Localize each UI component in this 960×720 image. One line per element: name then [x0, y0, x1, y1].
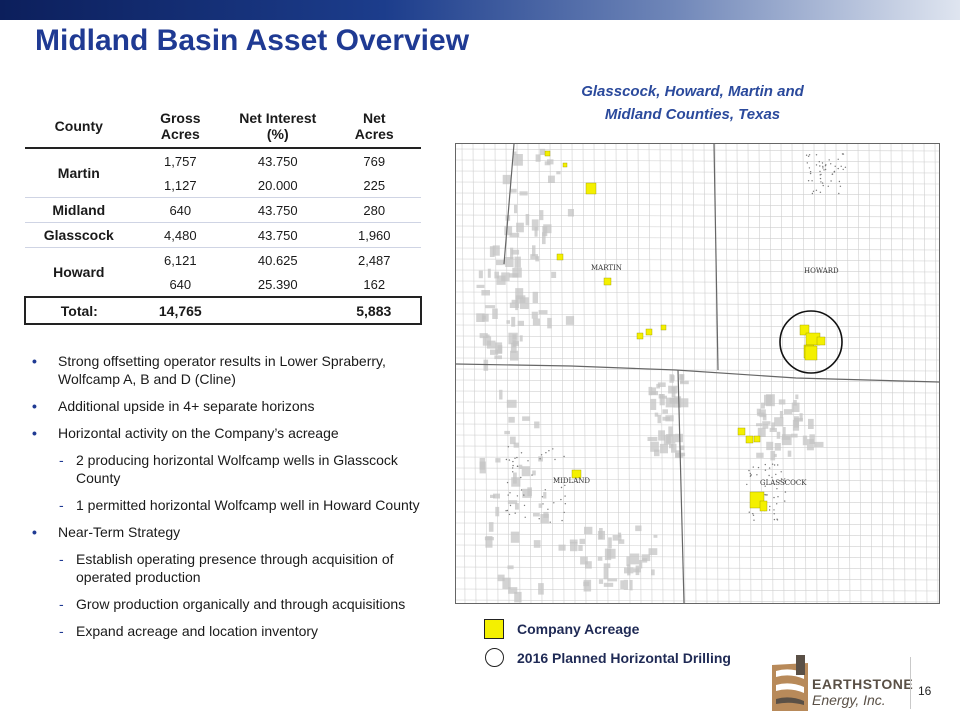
- bullet-text: Horizontal activity on the Company’s acr…: [58, 425, 339, 441]
- bullet-text: Additional upside in 4+ separate horizon…: [58, 398, 315, 414]
- bullet-item: • Additional upside in 4+ separate horizo…: [32, 398, 315, 414]
- table-row: Martin 1,757 43.750 769: [25, 148, 421, 182]
- label-midland: MIDLAND: [553, 477, 590, 485]
- interest-cell: 20.000: [257, 177, 298, 193]
- table-row: 640 25.390 162: [25, 272, 421, 297]
- interest-cell: 43.750: [257, 153, 298, 169]
- acreage-block: [556, 253, 564, 261]
- map-title-line2: Midland Counties, Texas: [604, 106, 781, 123]
- bullet-text: Near-Term Strategy: [58, 524, 181, 540]
- total-label: Total:: [24, 296, 133, 325]
- sub-bullet-item: -1 permitted horizontal Wolfcamp well in…: [59, 497, 420, 513]
- sub-bullet-item: - Expand acreage and location inventory: [59, 623, 319, 639]
- acreage-block: [804, 345, 818, 361]
- interest-cell: 43.750: [228, 197, 328, 223]
- acreage-block: [737, 427, 746, 436]
- bullet-item: • Near-Term Strategy: [32, 524, 181, 540]
- legend-drilling-label: 2016 Planned Horizontal Drilling: [517, 650, 731, 666]
- acreage-block: [816, 336, 826, 346]
- table-total-row: Total: 14,765 5,883: [24, 296, 423, 325]
- acreage-block: [799, 324, 810, 336]
- net-cell: 1,960: [327, 222, 421, 248]
- bullet-list: • Strong offsetting operator results in L…: [32, 352, 422, 649]
- bullet-item: • Strong offsetting operator results in L…: [32, 353, 386, 387]
- sub-bullet-text: Expand acreage and location inventory: [76, 623, 319, 639]
- bullet-text: Strong offsetting operator results in Lo…: [58, 353, 386, 387]
- sub-bullet-text: 2 producing horizontal Wolfcamp wells in…: [76, 452, 398, 486]
- table-row: 1,127 20.000 225: [25, 173, 421, 198]
- table-row: Glasscock 4,480 43.750 1,960: [25, 222, 421, 248]
- acreage-block: [745, 435, 754, 444]
- gross-cell: 1,757: [164, 153, 197, 169]
- page-title: Midland Basin Asset Overview: [35, 24, 470, 57]
- earthstone-logo-icon: [772, 655, 808, 711]
- sub-bullet-text: Establish operating presence through acq…: [76, 551, 394, 585]
- label-howard: HOWARD: [804, 267, 839, 275]
- gross-cell: 6,121: [132, 247, 229, 272]
- acreage-block: [645, 328, 653, 336]
- county-cell: Howard: [25, 247, 133, 297]
- map-title: Glasscock, Howard, Martin and Midland Co…: [560, 80, 825, 126]
- county-boundaries: [456, 144, 939, 603]
- acreage-block: [636, 332, 644, 340]
- table-row: Howard 6,121 40.625 2,487: [25, 247, 421, 297]
- acreage-table: County Gross Acres Net Interest (%) Net …: [24, 105, 423, 325]
- sub-bullet-text: Grow production organically and through …: [76, 596, 406, 612]
- net-cell: 769: [363, 153, 386, 169]
- header-net-interest: Net Interest (%): [228, 105, 328, 149]
- label-martin: MARTIN: [591, 264, 622, 272]
- county-map: MARTIN HOWARD MIDLAND GLASSCOCK: [455, 143, 940, 604]
- activity-shading: [476, 148, 847, 603]
- logo-divider: [910, 657, 911, 709]
- interest-cell: 25.390: [257, 276, 298, 292]
- page-number: 16: [918, 684, 932, 698]
- sub-bullet-item: -2 producing horizontal Wolfcamp wells i…: [59, 452, 398, 486]
- acreage-block: [759, 500, 768, 512]
- gross-cell: 640: [169, 276, 192, 292]
- acreage-block: [660, 324, 667, 331]
- survey-grid: [456, 144, 939, 603]
- net-cell: 162: [363, 276, 386, 292]
- sub-bullet-item: - Grow production organically and through…: [59, 596, 406, 612]
- planned-drilling-circle: [779, 310, 843, 374]
- label-glasscock: GLASSCOCK: [760, 479, 807, 487]
- acreage-block: [544, 150, 551, 157]
- acreage-block: [585, 182, 597, 195]
- gross-cell: 640: [132, 197, 229, 223]
- map-title-line1: Glasscock, Howard, Martin and: [581, 83, 804, 100]
- legend-acreage-swatch: [484, 619, 504, 639]
- gross-cell: 4,480: [132, 222, 229, 248]
- sub-bullet-item: - Establish operating presence through ac…: [59, 551, 394, 585]
- top-banner: [0, 0, 960, 20]
- header-gross-acres: Gross Acres: [132, 105, 229, 149]
- net-cell: 2,487: [327, 247, 421, 272]
- header-net-acres: Net Acres: [327, 105, 421, 149]
- acreage-block: [562, 162, 568, 168]
- acreage-block: [571, 469, 582, 479]
- legend-drilling-circle-icon: [485, 648, 504, 667]
- net-cell: 225: [363, 177, 386, 193]
- legend-acreage-label: Company Acreage: [517, 621, 640, 637]
- logo-text-energy: Energy, Inc.: [812, 692, 886, 708]
- acreage-block: [603, 277, 612, 286]
- company-acreage: [544, 150, 826, 512]
- bullet-item: • Horizontal activity on the Company’s ac…: [32, 425, 339, 441]
- interest-cell: 43.750: [228, 222, 328, 248]
- total-net: 5,883: [327, 296, 423, 325]
- total-gross: 14,765: [132, 296, 229, 325]
- county-cell: Midland: [25, 197, 133, 223]
- gross-cell: 1,127: [164, 177, 197, 193]
- interest-cell: 40.625: [228, 247, 328, 272]
- table-row: Midland 640 43.750 280: [25, 197, 421, 223]
- header-county: County: [25, 105, 133, 149]
- acreage-block: [753, 435, 761, 443]
- table-header-row: County Gross Acres Net Interest (%) Net …: [25, 105, 421, 149]
- county-cell: Glasscock: [25, 222, 133, 248]
- net-cell: 280: [327, 197, 421, 223]
- county-map-svg: MARTIN HOWARD MIDLAND GLASSCOCK: [456, 144, 939, 603]
- logo-text-earthstone: EARTHSTONE: [812, 676, 914, 692]
- total-interest: [228, 296, 328, 325]
- sub-bullet-text: 1 permitted horizontal Wolfcamp well in …: [76, 497, 420, 513]
- county-cell: Martin: [57, 165, 100, 181]
